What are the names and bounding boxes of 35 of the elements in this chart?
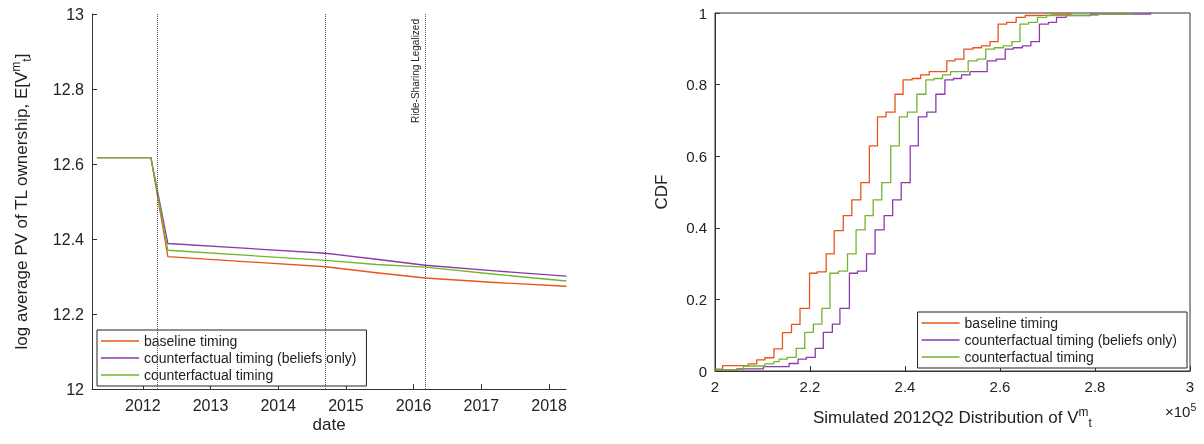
legend-label: counterfactual timing: [144, 367, 274, 383]
legend-label: counterfactual timing (beliefs only): [144, 350, 357, 366]
y-tick-label: 12.8: [52, 80, 85, 98]
legend-label: baseline timing: [144, 333, 238, 349]
x-tick-label: 2014: [260, 396, 297, 414]
x-tick-label: 2013: [192, 396, 229, 414]
y-tick-label: 0.8: [686, 76, 707, 94]
legend-label: counterfactual timing (beliefs only): [964, 332, 1177, 348]
x-tick-label: 2012: [124, 396, 161, 414]
x-axis-title: date: [312, 415, 346, 435]
y-tick-label: 12.6: [52, 155, 85, 173]
y-tick-label: 12.4: [52, 230, 85, 248]
x-tick-label: 2.4: [894, 378, 916, 395]
x-tick-label: 2.8: [1084, 378, 1106, 395]
x-tick-label: 2017: [463, 396, 500, 414]
y-tick-label: 0.6: [686, 147, 707, 165]
y-tick-label: 13: [66, 5, 85, 23]
y-axis-title: CDF: [651, 174, 672, 210]
y-tick-label: 0.4: [686, 219, 707, 237]
y-tick-label: 12: [66, 380, 85, 398]
legend-label: baseline timing: [964, 315, 1058, 331]
y-tick-label: 0: [698, 362, 707, 380]
x-tick-label: 2.6: [989, 378, 1011, 395]
ref-line-label: Ride-Sharing Legalized: [409, 19, 421, 123]
legend-label: counterfactual timing: [964, 349, 1094, 365]
x-tick-label: 2015: [328, 396, 364, 414]
x-tick-label: 2018: [531, 396, 567, 414]
text: ×10$^{5}$: [1165, 401, 1197, 420]
y-tick-label: 0.2: [686, 290, 707, 308]
x-tick-label: 2016: [395, 396, 432, 414]
y-tick-label: 1: [698, 4, 707, 22]
x-tick-label: 2: [710, 378, 720, 395]
y-tick-label: 12.2: [52, 305, 85, 323]
x-tick-label: 2.2: [799, 378, 821, 395]
x-tick-label: 3: [1185, 378, 1195, 395]
